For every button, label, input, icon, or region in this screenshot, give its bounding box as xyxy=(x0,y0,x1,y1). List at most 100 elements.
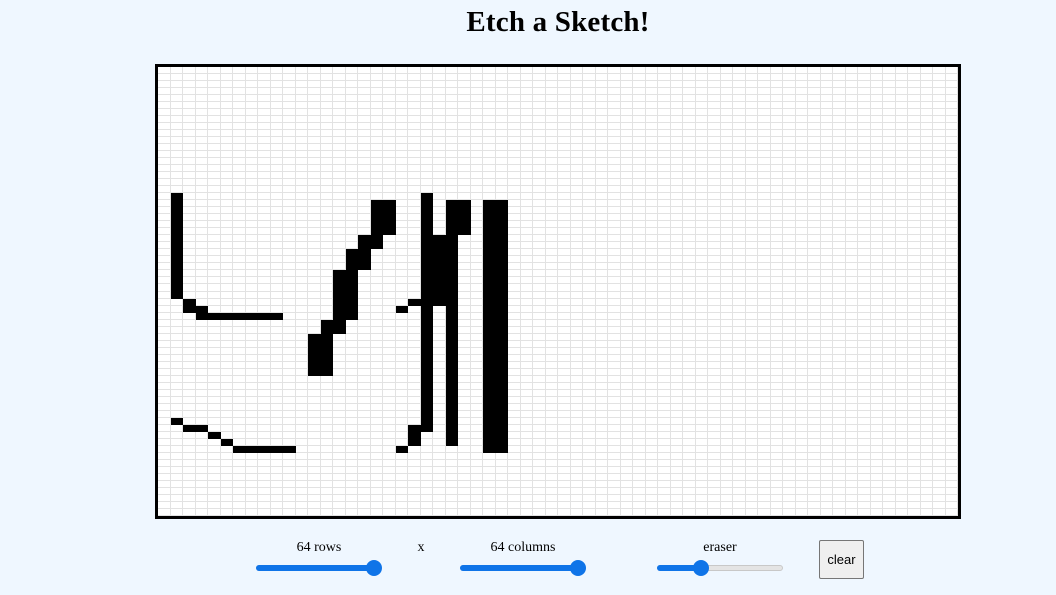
grid-cell[interactable] xyxy=(233,368,246,376)
grid-cell[interactable] xyxy=(708,95,721,103)
grid-cell[interactable] xyxy=(695,333,708,341)
grid-cell[interactable] xyxy=(633,473,646,481)
grid-cell[interactable] xyxy=(720,158,733,166)
grid-cell[interactable] xyxy=(408,179,421,187)
grid-cell[interactable] xyxy=(745,319,758,327)
grid-cell[interactable] xyxy=(308,347,321,355)
grid-cell[interactable] xyxy=(370,333,383,341)
grid-cell[interactable] xyxy=(870,473,883,481)
grid-cell[interactable] xyxy=(658,88,671,96)
grid-cell[interactable] xyxy=(570,424,583,432)
grid-cell[interactable] xyxy=(233,228,246,236)
grid-cell[interactable] xyxy=(420,501,433,509)
grid-cell[interactable] xyxy=(758,249,771,257)
grid-cell[interactable] xyxy=(570,452,583,460)
grid-cell[interactable] xyxy=(708,445,721,453)
grid-cell[interactable] xyxy=(208,95,221,103)
grid-cell[interactable] xyxy=(533,214,546,222)
grid-cell[interactable] xyxy=(708,459,721,467)
grid-cell[interactable] xyxy=(645,144,658,152)
grid-cell[interactable] xyxy=(933,466,946,474)
grid-cell[interactable] xyxy=(320,326,333,334)
grid-cell[interactable] xyxy=(158,193,171,201)
grid-cell[interactable] xyxy=(195,417,208,425)
grid-cell[interactable] xyxy=(670,102,683,110)
grid-cell[interactable] xyxy=(945,291,958,299)
grid-cell[interactable] xyxy=(858,256,871,264)
grid-cell[interactable] xyxy=(308,410,321,418)
grid-cell[interactable] xyxy=(433,228,446,236)
grid-cell[interactable] xyxy=(495,445,508,453)
grid-cell[interactable] xyxy=(258,81,271,89)
grid-cell[interactable] xyxy=(333,158,346,166)
grid-cell[interactable] xyxy=(258,284,271,292)
grid-cell[interactable] xyxy=(870,228,883,236)
grid-cell[interactable] xyxy=(458,74,471,82)
grid-cell[interactable] xyxy=(245,81,258,89)
grid-cell[interactable] xyxy=(370,256,383,264)
grid-cell[interactable] xyxy=(683,242,696,250)
grid-cell[interactable] xyxy=(183,242,196,250)
grid-cell[interactable] xyxy=(258,361,271,369)
grid-cell[interactable] xyxy=(883,375,896,383)
grid-cell[interactable] xyxy=(608,396,621,404)
grid-cell[interactable] xyxy=(233,102,246,110)
grid-cell[interactable] xyxy=(808,312,821,320)
grid-cell[interactable] xyxy=(195,270,208,278)
grid-cell[interactable] xyxy=(495,207,508,215)
grid-cell[interactable] xyxy=(270,417,283,425)
grid-cell[interactable] xyxy=(883,417,896,425)
grid-cell[interactable] xyxy=(870,144,883,152)
grid-cell[interactable] xyxy=(870,354,883,362)
grid-cell[interactable] xyxy=(808,410,821,418)
grid-cell[interactable] xyxy=(845,445,858,453)
grid-cell[interactable] xyxy=(533,424,546,432)
grid-cell[interactable] xyxy=(920,172,933,180)
grid-cell[interactable] xyxy=(808,165,821,173)
grid-cell[interactable] xyxy=(345,319,358,327)
grid-cell[interactable] xyxy=(633,431,646,439)
grid-cell[interactable] xyxy=(358,494,371,502)
grid-cell[interactable] xyxy=(508,277,521,285)
grid-cell[interactable] xyxy=(895,466,908,474)
grid-cell[interactable] xyxy=(495,214,508,222)
grid-cell[interactable] xyxy=(308,123,321,131)
grid-cell[interactable] xyxy=(470,494,483,502)
grid-cell[interactable] xyxy=(695,473,708,481)
grid-cell[interactable] xyxy=(633,144,646,152)
grid-cell[interactable] xyxy=(245,494,258,502)
grid-cell[interactable] xyxy=(158,235,171,243)
grid-cell[interactable] xyxy=(733,179,746,187)
grid-cell[interactable] xyxy=(733,158,746,166)
grid-cell[interactable] xyxy=(545,333,558,341)
grid-cell[interactable] xyxy=(445,116,458,124)
grid-cell[interactable] xyxy=(245,165,258,173)
grid-cell[interactable] xyxy=(508,312,521,320)
grid-cell[interactable] xyxy=(520,445,533,453)
grid-cell[interactable] xyxy=(858,263,871,271)
grid-cell[interactable] xyxy=(583,354,596,362)
grid-cell[interactable] xyxy=(183,312,196,320)
grid-cell[interactable] xyxy=(620,312,633,320)
grid-cell[interactable] xyxy=(745,508,758,516)
grid-cell[interactable] xyxy=(795,179,808,187)
grid-cell[interactable] xyxy=(908,95,921,103)
grid-cell[interactable] xyxy=(745,130,758,138)
grid-cell[interactable] xyxy=(395,480,408,488)
grid-cell[interactable] xyxy=(908,347,921,355)
grid-cell[interactable] xyxy=(608,270,621,278)
grid-cell[interactable] xyxy=(595,67,608,75)
grid-cell[interactable] xyxy=(645,221,658,229)
grid-cell[interactable] xyxy=(933,389,946,397)
grid-cell[interactable] xyxy=(195,487,208,495)
grid-cell[interactable] xyxy=(220,291,233,299)
grid-cell[interactable] xyxy=(583,186,596,194)
grid-cell[interactable] xyxy=(433,305,446,313)
grid-cell[interactable] xyxy=(220,242,233,250)
grid-cell[interactable] xyxy=(845,130,858,138)
grid-cell[interactable] xyxy=(870,172,883,180)
grid-cell[interactable] xyxy=(570,263,583,271)
grid-cell[interactable] xyxy=(820,235,833,243)
grid-cell[interactable] xyxy=(158,144,171,152)
grid-cell[interactable] xyxy=(420,179,433,187)
